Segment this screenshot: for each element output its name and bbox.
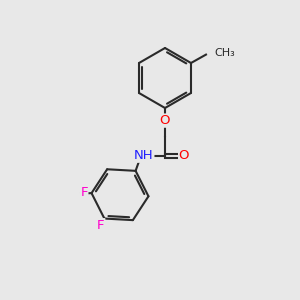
Text: NH: NH — [134, 149, 154, 162]
Text: F: F — [80, 186, 88, 199]
Text: O: O — [179, 149, 189, 162]
Text: O: O — [160, 114, 170, 127]
Text: CH₃: CH₃ — [214, 48, 235, 58]
Text: F: F — [97, 219, 105, 232]
